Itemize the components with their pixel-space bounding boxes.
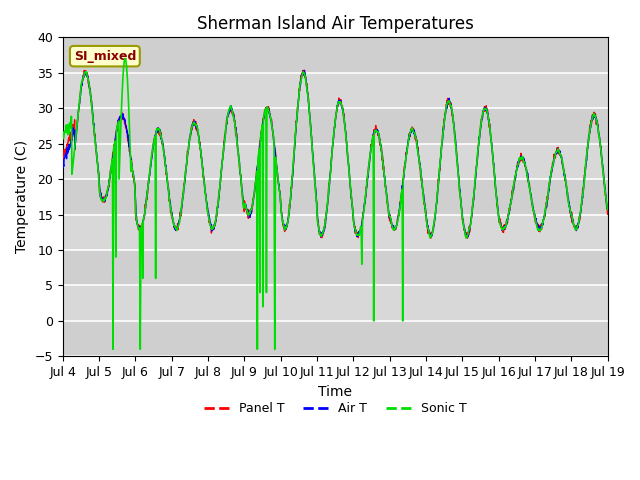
Bar	[63, 179, 607, 215]
Title: Sherman Island Air Temperatures: Sherman Island Air Temperatures	[196, 15, 474, 33]
Text: SI_mixed: SI_mixed	[74, 49, 136, 63]
Bar	[63, 321, 607, 356]
Y-axis label: Temperature (C): Temperature (C)	[15, 140, 29, 253]
X-axis label: Time: Time	[318, 384, 352, 398]
Legend: Panel T, Air T, Sonic T: Panel T, Air T, Sonic T	[199, 397, 472, 420]
Bar	[63, 37, 607, 73]
Bar	[63, 250, 607, 286]
Bar	[63, 108, 607, 144]
